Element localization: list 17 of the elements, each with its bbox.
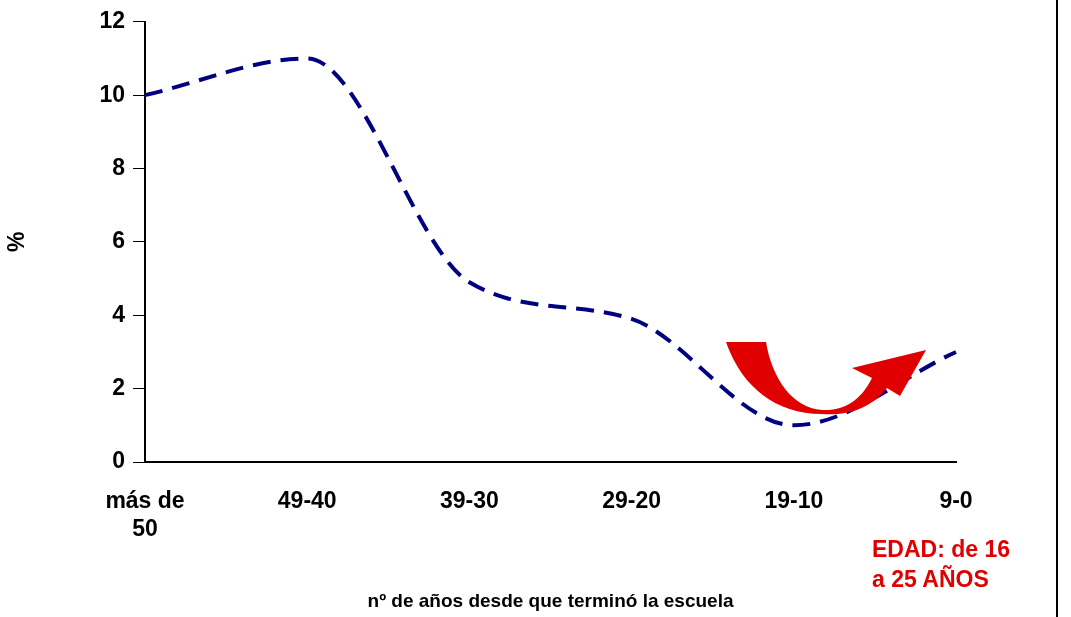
x-tick-label: 29-20 [602, 487, 662, 514]
y-tick-label: 6 [112, 227, 125, 254]
x-tick-label: 9-0 [939, 487, 973, 514]
y-tick-label: 2 [112, 373, 125, 400]
x-tick-label: 39-30 [439, 487, 499, 514]
y-tick-label: 10 [99, 80, 125, 107]
x-tick-label: 19-10 [764, 487, 824, 514]
line-series [143, 56, 958, 428]
x-axis-title: nº de años desde que terminó la escuela [367, 589, 734, 611]
y-tick-label: 0 [112, 447, 125, 474]
y-tick-label: 12 [99, 7, 125, 34]
y-tick-label: 4 [112, 300, 126, 327]
x-tick-label: más de 50 [105, 487, 185, 541]
x-tick-label: 49-40 [277, 487, 337, 514]
y-axis-title: % [3, 231, 30, 253]
text: EDAD: de 16 a 25 AÑOS [872, 535, 1012, 594]
y-tick-label: 8 [112, 153, 126, 180]
